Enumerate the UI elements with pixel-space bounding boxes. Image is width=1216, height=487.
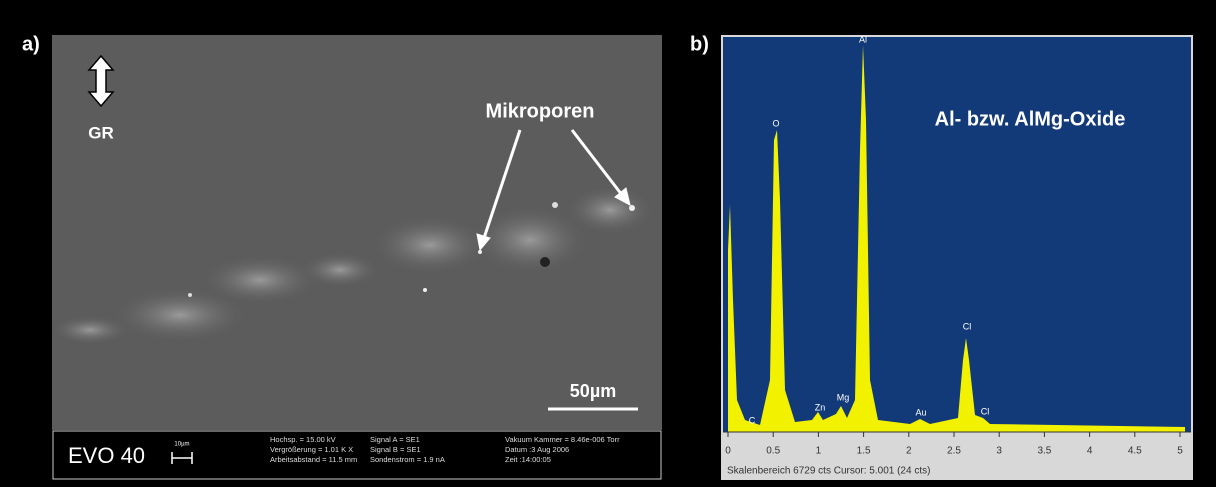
- x-tick-label: 4: [1087, 446, 1093, 457]
- peak-label: Mg: [837, 392, 850, 402]
- orientation-label: GR: [88, 123, 114, 142]
- spectrum-title: Al- bzw. AlMg-Oxide: [935, 108, 1126, 130]
- peak-label: C: [749, 415, 756, 425]
- info-line: Signal B = SE1: [370, 445, 421, 454]
- x-tick-label: 0: [725, 446, 731, 457]
- x-tick-label: 2: [906, 446, 912, 457]
- peak-label: Cl: [963, 321, 972, 331]
- x-tick-label: 2.5: [947, 446, 961, 457]
- x-tick-label: 5: [1177, 446, 1183, 457]
- info-line: Signal A = SE1: [370, 435, 420, 444]
- info-line: Arbeitsabstand = 11.5 mm: [270, 455, 357, 464]
- info-line: Hochsp. = 15.00 kV: [270, 435, 336, 444]
- x-tick-label: 3: [996, 446, 1002, 457]
- info-line: Datum :3 Aug 2006: [505, 445, 569, 454]
- footer: Skalenbereich 6729 cts Cursor: 5.001 (24…: [727, 466, 930, 477]
- peak-label: O: [772, 118, 779, 128]
- scale-bar-label: 50µm: [570, 381, 616, 401]
- peak-label: Zn: [815, 402, 826, 412]
- x-tick-label: 4.5: [1128, 446, 1142, 457]
- peak-label: Cl: [981, 406, 990, 416]
- peak-label: Au: [915, 407, 926, 417]
- peak-label: Al: [859, 34, 867, 44]
- panel-label: b): [690, 33, 709, 55]
- model: EVO 40: [68, 443, 145, 468]
- panel-label: a): [22, 33, 40, 55]
- x-tick-label: 1: [816, 446, 822, 457]
- figure: a) GR Mikroporen 50µm EVO 40 10µm b) Al-…: [0, 0, 1216, 487]
- x-tick-label: 0.5: [766, 446, 780, 457]
- info-line: Vergrößerung = 1.01 K X: [270, 445, 353, 454]
- x-tick-label: 1.5: [857, 446, 871, 457]
- x-tick-label: 3.5: [1037, 446, 1051, 457]
- scale-unit: 10µm: [174, 442, 189, 448]
- info-line: Sondenstrom = 1.9 nA: [370, 455, 445, 464]
- annotation: Mikroporen: [486, 100, 595, 122]
- info-line: Vakuum Kammer = 8.46e-006 Torr: [505, 435, 620, 444]
- spectrum-plot: [723, 37, 1191, 432]
- info-line: Zeit :14:00:05: [505, 455, 551, 464]
